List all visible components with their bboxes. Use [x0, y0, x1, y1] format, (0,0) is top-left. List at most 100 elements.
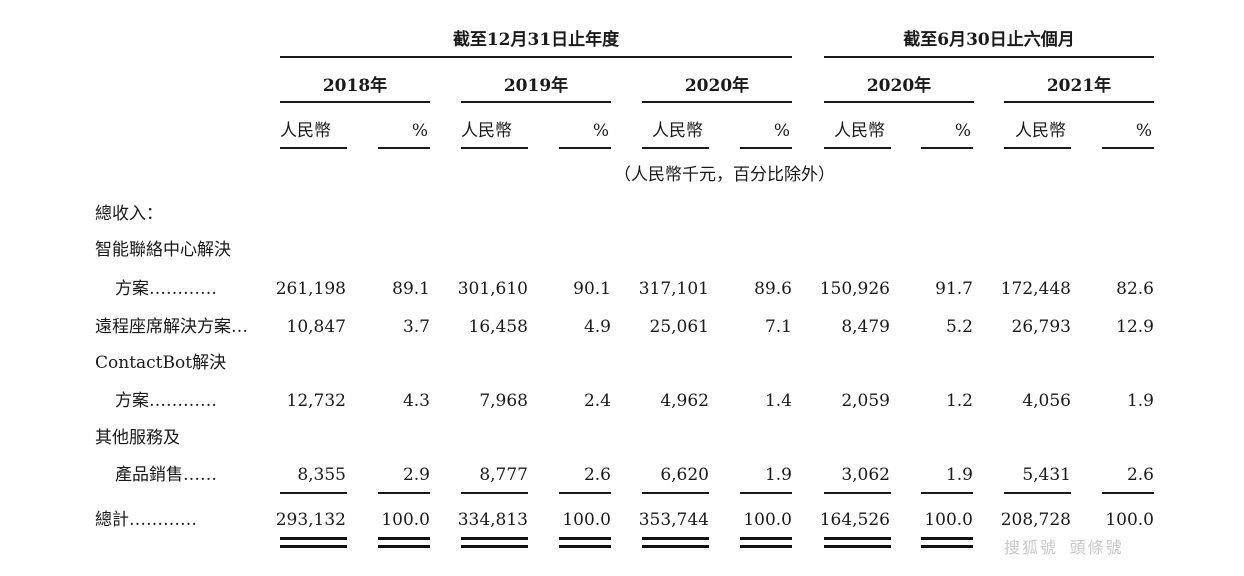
row-label-line2: 方案………… [115, 279, 217, 299]
unit-rmb-2018: 人民幣 [280, 121, 331, 141]
row-label-line1: 遠程座席解決方案… [95, 317, 248, 337]
subtotal-rule [921, 492, 973, 494]
row-label-line1: 其他服務及 [95, 428, 180, 448]
unit-rule-pct-2020-h1 [921, 147, 973, 149]
cell-value: 172,448 [1000, 279, 1071, 299]
cell-value: 10,847 [286, 317, 346, 337]
cell-value: 3.7 [402, 317, 430, 337]
total-double-rule [740, 545, 792, 548]
total-double-rule [378, 545, 430, 548]
cell-value: 89.6 [754, 279, 792, 299]
year-header-2020-h1: 2020年 [866, 76, 932, 96]
year-header-2018: 2018年 [322, 76, 388, 96]
year-rule-2020 [642, 101, 792, 103]
cell-value: 82.6 [1116, 279, 1154, 299]
section-label-total-revenue: 總收入： [95, 204, 163, 224]
unit-rmb-2020-h1: 人民幣 [834, 121, 885, 141]
unit-pct-2021-h1: % [1135, 121, 1152, 141]
subtotal-rule [378, 492, 430, 494]
cell-value: 8,777 [479, 465, 528, 485]
year-rule-2019 [461, 101, 611, 103]
cell-value: 6,620 [660, 465, 709, 485]
total-value: 293,132 [275, 510, 346, 530]
year-rule-2018 [280, 101, 430, 103]
unit-rule-rmb-2021-h1 [1004, 147, 1071, 149]
unit-rmb-2021-h1: 人民幣 [1015, 121, 1066, 141]
total-double-rule [280, 545, 347, 548]
unit-rule-pct-2019 [559, 147, 611, 149]
subtotal-rule [1004, 492, 1071, 494]
cell-value: 90.1 [573, 279, 611, 299]
unit-rule-pct-2018 [378, 147, 430, 149]
cell-value: 1.2 [945, 391, 973, 411]
subtotal-rule [280, 492, 347, 494]
unit-rmb-2019: 人民幣 [461, 121, 512, 141]
subtotal-rule [461, 492, 528, 494]
unit-rule-rmb-2020 [642, 147, 709, 149]
cell-value: 2.6 [1126, 465, 1154, 485]
group-rule-six-months [824, 56, 1154, 58]
row-label-line2: 方案………… [115, 391, 217, 411]
cell-value: 4.3 [402, 391, 430, 411]
cell-value: 7,968 [479, 391, 528, 411]
cell-value: 5.2 [945, 317, 973, 337]
cell-value: 12.9 [1116, 317, 1154, 337]
cell-value: 1.4 [764, 391, 792, 411]
cell-value: 317,101 [638, 279, 709, 299]
subtotal-rule [740, 492, 792, 494]
total-value: 100.0 [381, 510, 430, 530]
cell-value: 89.1 [392, 279, 430, 299]
year-header-2020: 2020年 [684, 76, 750, 96]
cell-value: 261,198 [275, 279, 346, 299]
year-rule-2020-h1 [824, 101, 974, 103]
subtotal-rule [824, 492, 891, 494]
subtotal-rule [559, 492, 611, 494]
cell-value: 4.9 [583, 317, 611, 337]
total-value: 100.0 [743, 510, 792, 530]
year-header-2019: 2019年 [503, 76, 569, 96]
cell-value: 25,061 [649, 317, 709, 337]
unit-rmb-2020: 人民幣 [652, 121, 703, 141]
total-double-rule [824, 545, 891, 548]
unit-rule-rmb-2018 [280, 147, 347, 149]
unit-pct-2020-h1: % [954, 121, 971, 141]
total-value: 100.0 [924, 510, 973, 530]
cell-value: 3,062 [841, 465, 890, 485]
total-double-rule [559, 537, 611, 540]
row-label-line2: 產品銷售…… [115, 465, 217, 485]
year-header-2021-h1: 2021年 [1046, 76, 1112, 96]
cell-value: 1.9 [764, 465, 792, 485]
unit-pct-2018: % [411, 121, 428, 141]
cell-value: 2.6 [583, 465, 611, 485]
cell-value: 12,732 [286, 391, 346, 411]
cell-value: 2.9 [402, 465, 430, 485]
total-value: 100.0 [562, 510, 611, 530]
cell-value: 301,610 [457, 279, 528, 299]
cell-value: 1.9 [1126, 391, 1154, 411]
total-double-rule [824, 537, 891, 540]
total-label: 總計………… [95, 510, 197, 530]
cell-value: 4,056 [1022, 391, 1071, 411]
unit-rule-pct-2020 [740, 147, 792, 149]
total-value: 353,744 [638, 510, 709, 530]
total-double-rule [378, 537, 430, 540]
watermark: 搜狐號 頭條號 [1004, 538, 1124, 557]
cell-value: 8,355 [297, 465, 346, 485]
group-rule-fiscal-year [280, 56, 792, 58]
total-double-rule [461, 537, 528, 540]
subtotal-rule [1102, 492, 1154, 494]
total-double-rule [740, 537, 792, 540]
cell-value: 2.4 [583, 391, 611, 411]
row-label-line1: 智能聯絡中心解決 [95, 240, 231, 260]
total-value: 208,728 [1000, 510, 1071, 530]
total-double-rule [921, 545, 973, 548]
total-double-rule [461, 545, 528, 548]
total-value: 334,813 [457, 510, 528, 530]
cell-value: 8,479 [841, 317, 890, 337]
total-value: 100.0 [1105, 510, 1154, 530]
cell-value: 16,458 [468, 317, 528, 337]
cell-value: 91.7 [935, 279, 973, 299]
total-double-rule [921, 537, 973, 540]
cell-value: 1.9 [945, 465, 973, 485]
unit-rule-rmb-2019 [461, 147, 528, 149]
